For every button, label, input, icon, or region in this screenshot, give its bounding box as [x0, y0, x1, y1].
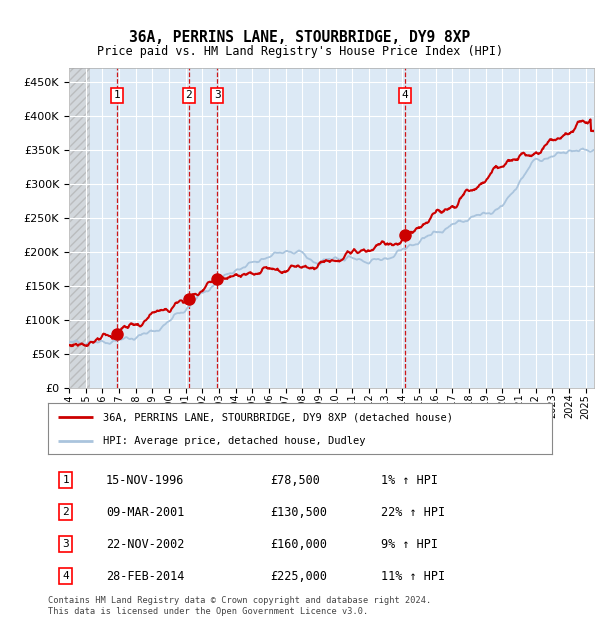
Text: 36A, PERRINS LANE, STOURBRIDGE, DY9 8XP: 36A, PERRINS LANE, STOURBRIDGE, DY9 8XP: [130, 30, 470, 45]
Text: 1% ↑ HPI: 1% ↑ HPI: [380, 474, 437, 487]
Text: 22% ↑ HPI: 22% ↑ HPI: [380, 506, 445, 518]
Text: HPI: Average price, detached house, Dudley: HPI: Average price, detached house, Dudl…: [103, 436, 366, 446]
Text: 09-MAR-2001: 09-MAR-2001: [106, 506, 184, 518]
Text: 4: 4: [62, 571, 69, 581]
Text: £78,500: £78,500: [270, 474, 320, 487]
Text: 28-FEB-2014: 28-FEB-2014: [106, 570, 184, 583]
Text: Price paid vs. HM Land Registry's House Price Index (HPI): Price paid vs. HM Land Registry's House …: [97, 45, 503, 58]
Text: £130,500: £130,500: [270, 506, 327, 518]
Text: 9% ↑ HPI: 9% ↑ HPI: [380, 538, 437, 551]
Text: 4: 4: [401, 91, 409, 100]
Text: 1: 1: [62, 475, 69, 485]
Text: 3: 3: [214, 91, 221, 100]
Text: £160,000: £160,000: [270, 538, 327, 551]
Text: 15-NOV-1996: 15-NOV-1996: [106, 474, 184, 487]
Text: 36A, PERRINS LANE, STOURBRIDGE, DY9 8XP (detached house): 36A, PERRINS LANE, STOURBRIDGE, DY9 8XP …: [103, 412, 454, 422]
Text: 22-NOV-2002: 22-NOV-2002: [106, 538, 184, 551]
Text: 1: 1: [113, 91, 121, 100]
Text: 2: 2: [185, 91, 192, 100]
Text: 2: 2: [62, 507, 69, 517]
Text: 11% ↑ HPI: 11% ↑ HPI: [380, 570, 445, 583]
Text: £225,000: £225,000: [270, 570, 327, 583]
Text: 3: 3: [62, 539, 69, 549]
Text: Contains HM Land Registry data © Crown copyright and database right 2024.
This d: Contains HM Land Registry data © Crown c…: [48, 596, 431, 616]
